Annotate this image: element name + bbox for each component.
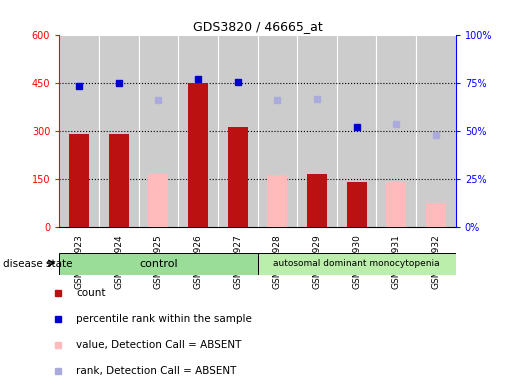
Text: percentile rank within the sample: percentile rank within the sample: [76, 314, 252, 324]
Bar: [386, 182, 406, 227]
Bar: [148, 174, 168, 227]
Text: rank, Detection Call = ABSENT: rank, Detection Call = ABSENT: [76, 366, 236, 376]
Bar: [69, 134, 89, 227]
Bar: [258, 35, 297, 227]
Bar: [228, 127, 248, 227]
Title: GDS3820 / 46665_at: GDS3820 / 46665_at: [193, 20, 322, 33]
Bar: [297, 35, 337, 227]
Bar: [139, 35, 178, 227]
Text: control: control: [139, 259, 178, 269]
Bar: [307, 174, 327, 227]
Bar: [337, 35, 376, 227]
Bar: [188, 83, 208, 227]
Bar: [218, 35, 258, 227]
Text: count: count: [76, 288, 106, 298]
Bar: [426, 203, 446, 227]
Text: autosomal dominant monocytopenia: autosomal dominant monocytopenia: [273, 260, 440, 268]
Bar: [416, 35, 456, 227]
Bar: [347, 182, 367, 227]
Bar: [258, 253, 456, 275]
Text: disease state: disease state: [3, 259, 72, 269]
Bar: [267, 175, 287, 227]
Bar: [178, 35, 218, 227]
Bar: [109, 134, 129, 227]
Bar: [59, 253, 258, 275]
Text: value, Detection Call = ABSENT: value, Detection Call = ABSENT: [76, 340, 242, 350]
Bar: [376, 35, 416, 227]
Bar: [99, 35, 139, 227]
Bar: [59, 35, 99, 227]
